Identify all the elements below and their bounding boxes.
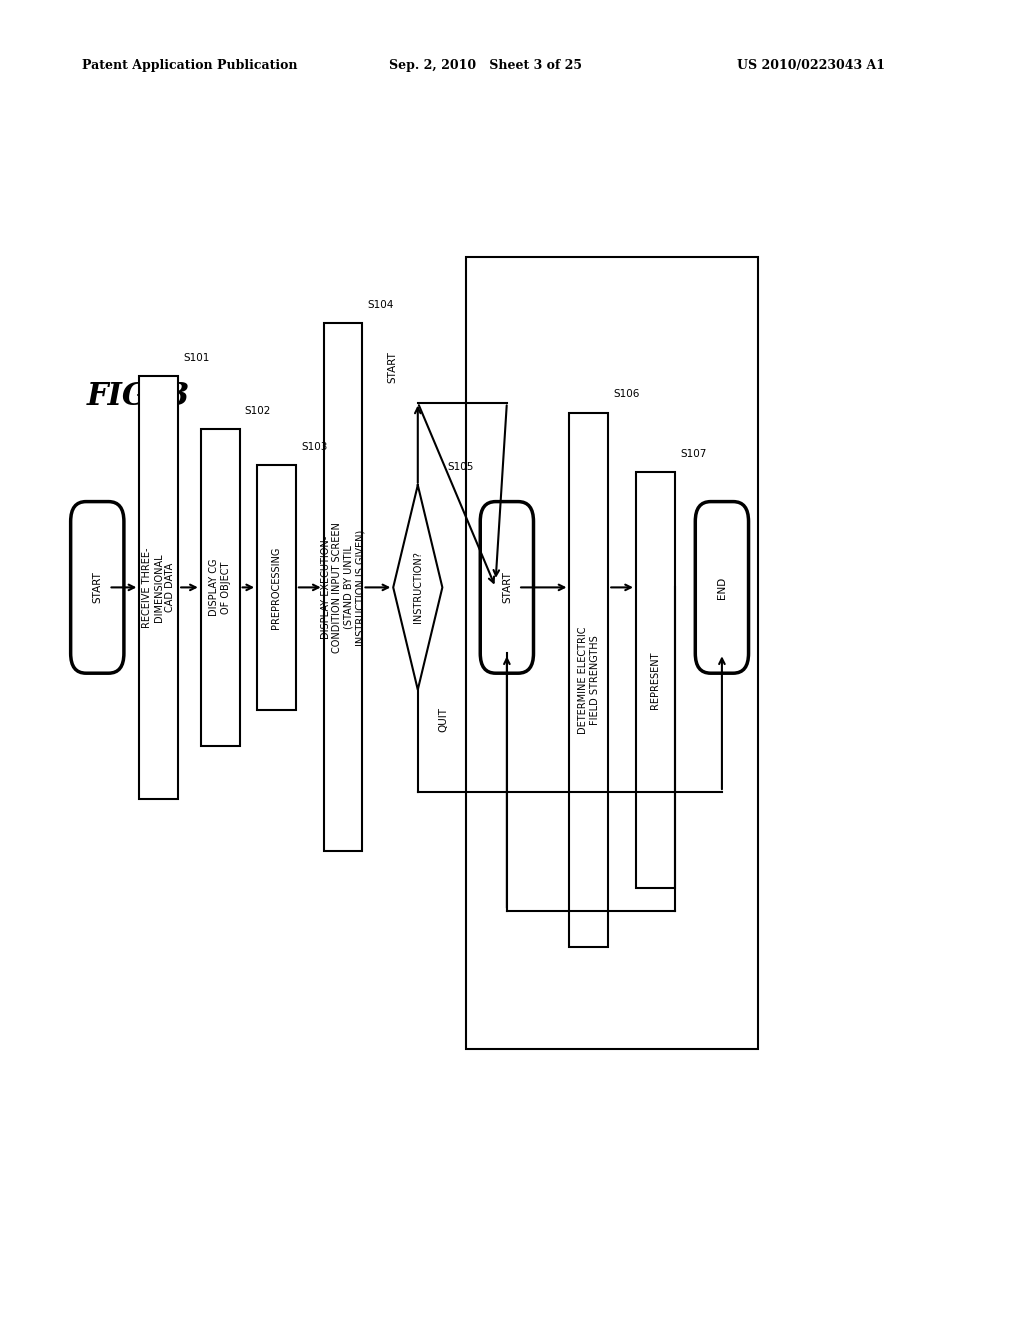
Text: US 2010/0223043 A1: US 2010/0223043 A1	[737, 59, 886, 73]
Text: S103: S103	[301, 442, 328, 451]
Bar	[466, 257, 758, 1049]
Text: START: START	[502, 572, 512, 603]
Text: S105: S105	[447, 462, 474, 471]
Text: DETERMINE ELECTRIC
FIELD STRENGTHS: DETERMINE ELECTRIC FIELD STRENGTHS	[578, 626, 600, 734]
Text: INSTRUCTION?: INSTRUCTION?	[413, 552, 423, 623]
FancyBboxPatch shape	[201, 429, 240, 746]
Text: START: START	[92, 572, 102, 603]
Text: QUIT: QUIT	[438, 708, 449, 731]
FancyBboxPatch shape	[139, 376, 178, 799]
Text: S107: S107	[680, 449, 707, 459]
Text: Patent Application Publication: Patent Application Publication	[82, 59, 297, 73]
FancyBboxPatch shape	[569, 412, 608, 948]
Text: S102: S102	[245, 405, 271, 416]
Text: DISPLAY CG
OF OBJECT: DISPLAY CG OF OBJECT	[209, 558, 231, 616]
FancyBboxPatch shape	[636, 471, 675, 887]
FancyBboxPatch shape	[695, 502, 749, 673]
Text: REPRESENT: REPRESENT	[650, 651, 660, 709]
Text: PREPROCESSING: PREPROCESSING	[271, 546, 282, 628]
FancyBboxPatch shape	[324, 323, 362, 851]
Text: END: END	[717, 577, 727, 598]
FancyBboxPatch shape	[480, 502, 534, 673]
FancyBboxPatch shape	[257, 466, 296, 710]
Text: S104: S104	[368, 300, 394, 310]
Text: RECEIVE THREE-
DIMENSIONAL
CAD DATA: RECEIVE THREE- DIMENSIONAL CAD DATA	[142, 548, 175, 627]
FancyBboxPatch shape	[71, 502, 124, 673]
Text: S106: S106	[613, 389, 640, 399]
Text: START: START	[387, 351, 397, 383]
Text: Sep. 2, 2010   Sheet 3 of 25: Sep. 2, 2010 Sheet 3 of 25	[389, 59, 582, 73]
Text: FIG. 3: FIG. 3	[87, 380, 190, 412]
Polygon shape	[393, 484, 442, 689]
Text: S101: S101	[183, 352, 210, 363]
Text: DISPLAY EXECUTION-
CONDITION INPUT SCREEN
(STAND BY UNTIL
INSTRUCTION IS GIVEN): DISPLAY EXECUTION- CONDITION INPUT SCREE…	[321, 521, 366, 653]
